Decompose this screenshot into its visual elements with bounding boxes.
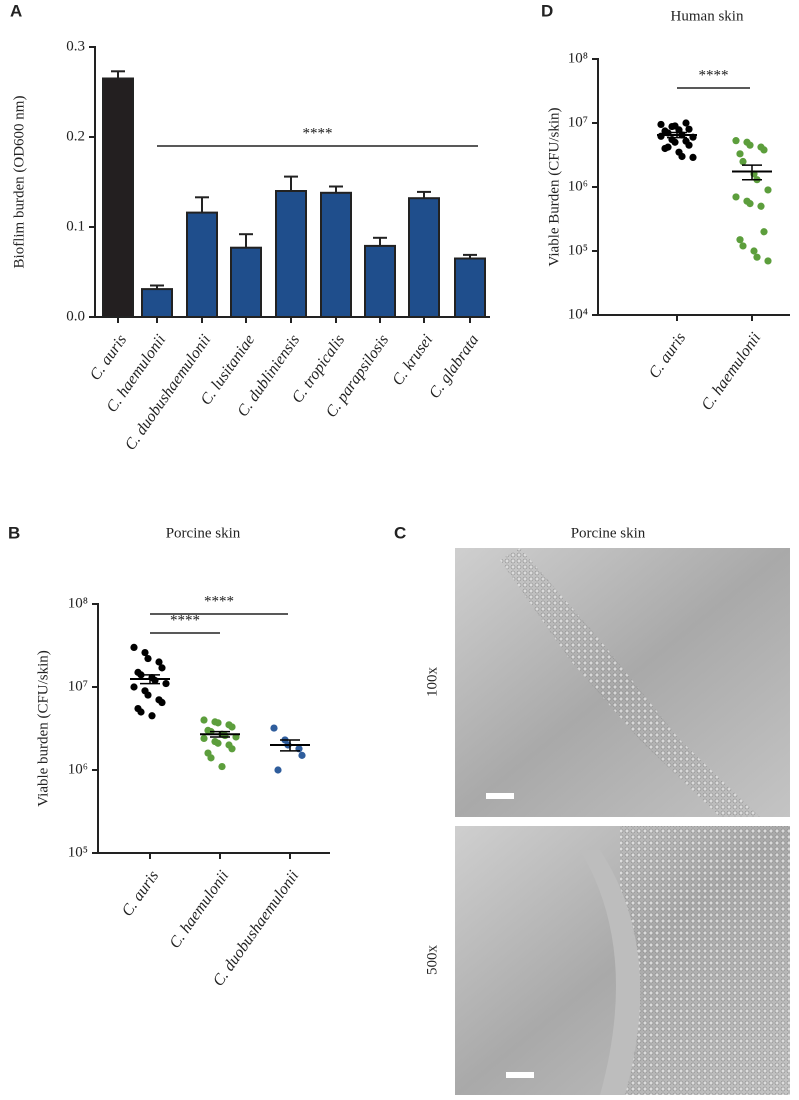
y-tick-label: 10⁷ [68,678,88,694]
data-point [760,228,768,236]
data-point [214,719,222,727]
data-point [657,132,665,140]
data-point [671,138,679,146]
x-tick-label: C. auris [646,330,690,382]
data-point [685,125,693,133]
data-point [200,734,208,743]
data-point [200,716,208,724]
panel-title: Human skin [671,8,744,24]
data-point [657,120,665,129]
panel-label: A [10,1,22,20]
data-point [764,257,772,265]
x-tick-label: C. krusei [389,332,436,389]
y-tick-label: 0.1 [66,218,85,234]
data-point [158,698,166,707]
panel-label: C [394,523,406,542]
significance-label: **** [170,612,200,628]
data-point [689,153,697,162]
data-point [158,664,166,672]
data-point [682,119,690,127]
y-tick-label: 0.0 [66,308,85,324]
panel-title: Porcine skin [166,525,241,541]
y-tick-label: 10⁸ [568,50,588,66]
scale-bar [486,793,514,799]
data-point [274,766,282,774]
y-axis-label: Viable Burden (CFU/skin) [546,107,562,266]
data-point [736,150,744,158]
data-point [141,648,149,657]
x-tick-label: C. auris [119,868,163,920]
data-point [207,754,215,762]
bar [230,246,262,318]
data-point [764,186,772,194]
data-point [270,724,278,732]
image-texture [620,826,790,1095]
data-point [137,708,145,716]
data-point [162,679,170,688]
x-tick-label: C. haemulonii [166,868,232,952]
bar [186,211,218,319]
panel-label: D [541,1,553,20]
data-point [732,137,740,145]
bar [320,191,352,318]
data-point [144,654,152,663]
data-point [746,200,754,208]
y-tick-label: 10⁶ [568,178,588,194]
data-point [298,751,306,759]
y-tick-label: 10⁷ [568,114,588,130]
data-point [739,242,747,250]
bar [454,257,486,318]
y-tick-label: 0.2 [66,128,85,144]
y-tick-label: 10⁴ [568,306,588,322]
data-point [228,723,236,731]
y-tick-label: 10⁸ [68,595,88,611]
panel-c: C Porcine skin 100x 500x [394,523,790,1095]
data-point [739,157,747,166]
y-axis-label: Viable burden (CFU/skin) [35,650,51,807]
data-point [757,202,765,210]
y-axis-label: Bioflim burden (OD600 nm) [11,96,27,269]
data-point [144,691,152,699]
image-texture [500,548,760,817]
data-point [753,253,761,261]
x-tick-label: C. haemulonii [698,330,764,414]
data-point [678,152,686,161]
bar [141,288,173,319]
data-point [214,739,222,747]
data-point [750,247,758,255]
data-point [760,146,768,154]
data-point [732,193,740,201]
data-point [130,683,138,691]
scale-bar [506,1072,534,1078]
y-tick-label: 10⁵ [68,844,88,860]
bar [275,190,307,318]
bar [102,77,134,318]
data-point [664,143,672,151]
data-point [148,712,156,720]
data-point [746,141,754,149]
data-point [155,658,163,666]
panel-label: B [8,523,20,542]
significance-label: **** [204,593,234,609]
y-tick-label: 10⁵ [568,242,588,258]
data-point [218,762,226,771]
image-label: 500x [424,945,440,976]
image-label: 100x [424,667,440,698]
image-texture [580,850,641,1095]
bar [364,244,396,318]
bar [408,197,440,318]
y-tick-label: 10⁶ [68,761,88,777]
data-point [736,236,744,244]
data-point [130,643,138,651]
data-point [221,731,229,740]
y-tick-label: 0.3 [66,38,85,54]
significance-label: **** [699,67,729,83]
x-tick-label: C. duobushaemulonii [122,332,214,454]
data-point [228,745,236,753]
panel-title: Porcine skin [571,525,646,541]
data-point [685,141,693,149]
significance-label: **** [303,125,333,141]
